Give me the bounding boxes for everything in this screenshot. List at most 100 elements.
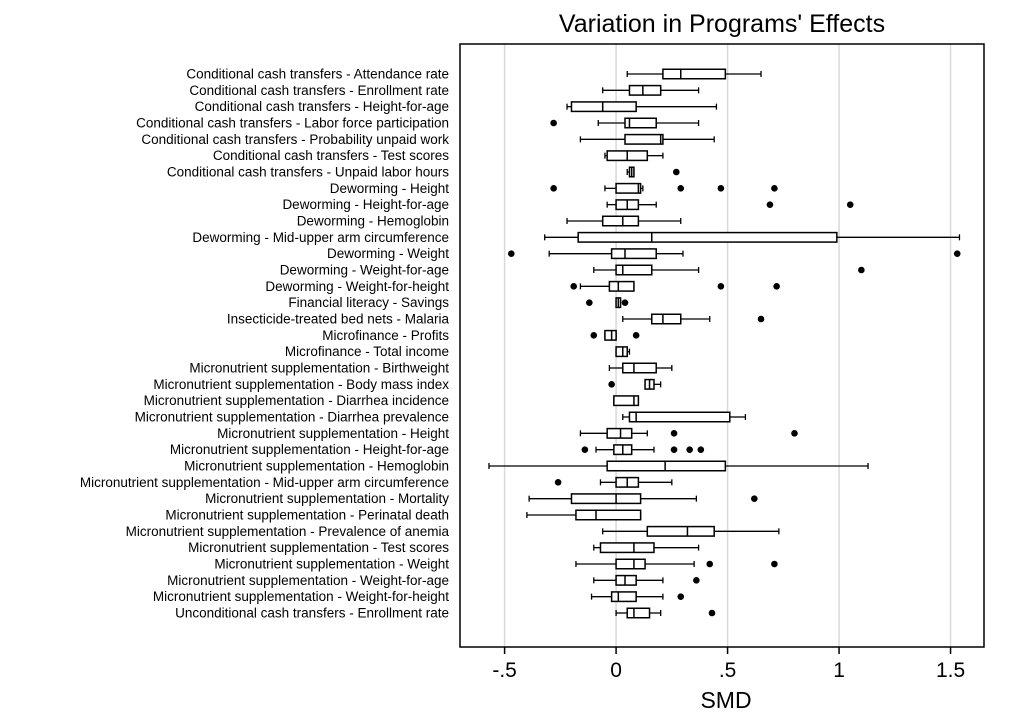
outlier-point bbox=[677, 593, 685, 600]
box bbox=[610, 248, 657, 260]
box bbox=[651, 313, 682, 325]
x-tick-label: -.5 bbox=[492, 659, 517, 682]
category-label: Conditional cash transfers - Labor force… bbox=[136, 116, 449, 131]
box bbox=[615, 264, 653, 276]
box bbox=[646, 525, 715, 537]
box bbox=[606, 427, 633, 439]
box bbox=[624, 133, 664, 145]
box bbox=[622, 362, 657, 374]
box bbox=[606, 460, 727, 472]
box bbox=[615, 182, 642, 194]
category-label: Conditional cash transfers - Enrollment … bbox=[189, 83, 449, 98]
category-label: Micronutrient supplementation - Birthwei… bbox=[189, 361, 449, 376]
outlier-point bbox=[554, 479, 562, 486]
category-label: Micronutrient supplementation - Height-f… bbox=[170, 442, 449, 457]
box bbox=[601, 215, 640, 227]
category-label: Micronutrient supplementation - Body mas… bbox=[153, 377, 449, 392]
outlier-point bbox=[621, 299, 629, 306]
outlier-point bbox=[686, 446, 693, 453]
category-label: Micronutrient supplementation - Prevalen… bbox=[126, 524, 450, 539]
category-label: Deworming - Weight-for-age bbox=[280, 263, 449, 278]
x-tick-label: 1.5 bbox=[936, 659, 965, 682]
outlier-point bbox=[717, 185, 725, 192]
outlier-point bbox=[550, 185, 557, 192]
outlier-point bbox=[507, 250, 515, 257]
category-label: Micronutrient supplementation - Diarrhea… bbox=[144, 393, 449, 408]
category-label: Micronutrient supplementation - Hemoglob… bbox=[184, 459, 449, 474]
box bbox=[610, 591, 637, 603]
outlier-point bbox=[771, 185, 778, 192]
category-label: Conditional cash transfers - Probability… bbox=[141, 132, 449, 147]
category-label: Financial literacy - Savings bbox=[288, 295, 449, 310]
outlier-point bbox=[773, 283, 780, 290]
outlier-point bbox=[670, 446, 678, 453]
box bbox=[599, 542, 655, 554]
box bbox=[613, 395, 640, 407]
plot-frame bbox=[459, 43, 985, 648]
outlier-point bbox=[766, 201, 774, 208]
gridlines bbox=[503, 44, 952, 647]
box bbox=[628, 84, 662, 96]
outlier-point bbox=[570, 283, 578, 290]
x-tick-label: 1 bbox=[833, 659, 845, 682]
category-label: Deworming - Hemoglobin bbox=[297, 214, 449, 229]
outlier-point bbox=[608, 381, 615, 388]
x-tick-label: .5 bbox=[719, 659, 737, 682]
outlier-point bbox=[717, 283, 725, 290]
outlier-point bbox=[677, 185, 685, 192]
outlier-point bbox=[791, 430, 798, 437]
category-label: Conditional cash transfers - Test scores bbox=[213, 148, 449, 163]
chart-title: Variation in Programs' Effects bbox=[559, 10, 885, 38]
outlier-point bbox=[550, 119, 557, 127]
category-label: Micronutrient supplementation - Mortalit… bbox=[205, 491, 449, 506]
category-label: Deworming - Height-for-age bbox=[282, 197, 449, 212]
category-label: Insecticide-treated bed nets - Malaria bbox=[227, 312, 450, 327]
outlier-point bbox=[751, 495, 758, 502]
category-label: Conditional cash transfers - Height-for-… bbox=[195, 99, 449, 114]
category-label: Micronutrient supplementation - Weight bbox=[214, 557, 449, 572]
box bbox=[608, 280, 635, 292]
category-label: Micronutrient supplementation - Perinata… bbox=[165, 508, 449, 523]
category-label: Micronutrient supplementation - Weight-f… bbox=[167, 573, 449, 588]
category-label: Deworming - Weight-for-height bbox=[265, 279, 449, 294]
outlier-point bbox=[846, 201, 854, 208]
category-label: Micronutrient supplementation - Weight-f… bbox=[153, 589, 449, 604]
category-label: Deworming - Weight bbox=[327, 246, 449, 261]
outlier-point bbox=[581, 446, 589, 453]
x-axis-ticks: -.5 0 .5 1 1.5 bbox=[492, 647, 965, 682]
outlier-point bbox=[590, 332, 598, 339]
category-label: Micronutrient supplementation - Diarrhea… bbox=[135, 410, 449, 425]
outlier-point bbox=[693, 577, 700, 584]
outlier-point bbox=[697, 446, 705, 453]
category-label: Micronutrient supplementation - Mid-uppe… bbox=[80, 475, 449, 490]
box bbox=[624, 117, 657, 129]
box bbox=[626, 607, 651, 619]
x-axis-label: SMD bbox=[700, 687, 751, 713]
category-label: Micronutrient supplementation - Test sco… bbox=[188, 540, 449, 555]
outlier-point bbox=[632, 332, 640, 339]
outlier-point bbox=[953, 250, 961, 257]
outlier-point bbox=[672, 168, 680, 176]
category-label: Deworming - Height bbox=[330, 181, 450, 196]
box bbox=[615, 346, 628, 358]
boxes bbox=[488, 68, 961, 619]
box bbox=[615, 574, 637, 586]
outlier-point bbox=[708, 609, 716, 617]
category-label: Conditional cash transfers - Attendance … bbox=[186, 67, 449, 82]
outlier-point bbox=[771, 560, 778, 568]
box bbox=[570, 101, 637, 113]
box bbox=[615, 558, 646, 570]
box bbox=[577, 231, 838, 243]
category-labels: Conditional cash transfers - Attendance … bbox=[80, 67, 450, 621]
box bbox=[628, 411, 731, 423]
box bbox=[570, 493, 642, 505]
category-label: Conditional cash transfers - Unpaid labo… bbox=[167, 165, 449, 180]
box bbox=[662, 68, 727, 80]
x-tick-label: 0 bbox=[610, 659, 622, 682]
category-label: Micronutrient supplementation - Height bbox=[217, 426, 449, 441]
box bbox=[604, 329, 617, 341]
outlier-point bbox=[586, 299, 593, 306]
category-label: Microfinance - Profits bbox=[322, 328, 449, 343]
outlier-point bbox=[706, 560, 714, 568]
